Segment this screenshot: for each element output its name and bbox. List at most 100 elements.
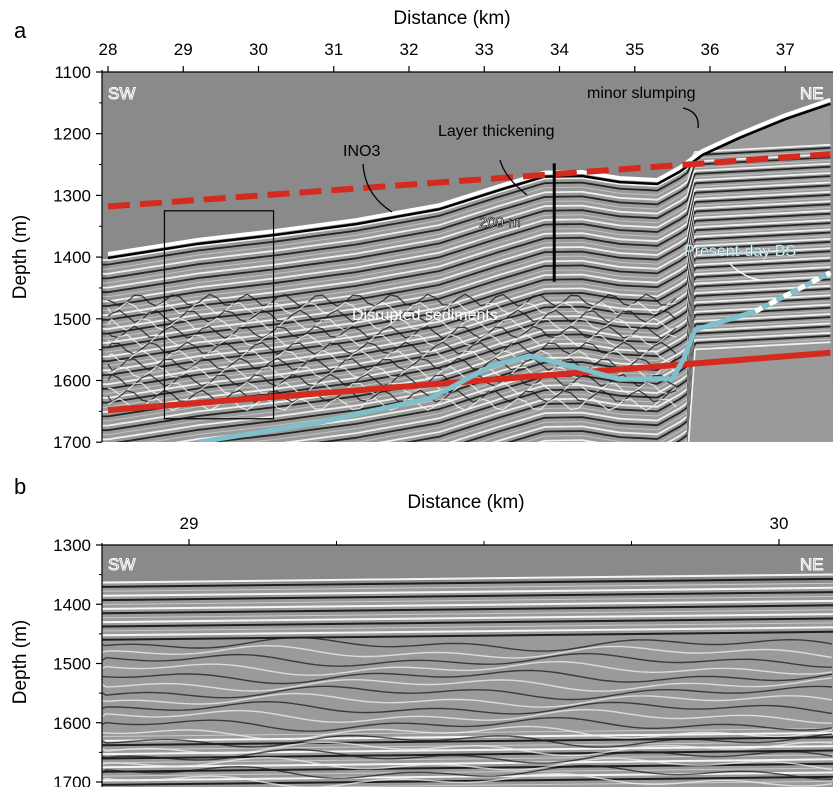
reflector-line xyxy=(102,188,831,325)
reflector-line xyxy=(266,780,833,787)
reflector-line xyxy=(102,609,833,619)
panel-a-x-tick-label: 34 xyxy=(550,40,569,59)
reflector-line xyxy=(102,622,833,632)
reflector-line xyxy=(448,303,831,442)
reflector-line xyxy=(478,310,831,442)
reflector-line xyxy=(102,235,831,394)
chaotic-reflector xyxy=(107,389,677,404)
chaotic-reflector xyxy=(102,652,833,668)
panel-a-y-tick-label: 1500 xyxy=(53,310,91,329)
chaotic-reflector xyxy=(107,293,677,308)
reflector-line xyxy=(102,626,833,637)
panel-b-y-tick-label: 1300 xyxy=(53,536,91,555)
panel-a-y-tick-label: 1300 xyxy=(53,186,91,205)
panel-a-y-title: Depth (m) xyxy=(10,215,31,299)
panel-a-y-tick-label: 1200 xyxy=(53,125,91,144)
panel-a-disrupted-zone xyxy=(107,293,677,412)
panel-a-layer-thickening-label: Layer thickening xyxy=(438,123,555,140)
panel-a-x-tick-label: 29 xyxy=(174,40,193,59)
chaotic-reflector xyxy=(102,772,833,787)
reflector-line xyxy=(102,181,831,317)
bsr-line xyxy=(197,309,756,442)
chaotic-reflector xyxy=(107,317,677,332)
reflector-line xyxy=(537,322,831,442)
panel-a-x-tick-label: 36 xyxy=(701,40,720,59)
reflector-line xyxy=(102,178,831,312)
reflector-line xyxy=(102,604,833,615)
chaotic-reflector xyxy=(102,764,833,780)
reflector-line xyxy=(102,736,833,747)
reflector-line xyxy=(102,162,831,289)
panel-b-y-title: Depth (m) xyxy=(10,620,31,704)
reflector-line xyxy=(686,331,831,442)
panel-b-ne-label: NE xyxy=(800,555,824,574)
reflector-line xyxy=(102,613,833,624)
panel-a-x-tick-label: 31 xyxy=(324,40,343,59)
chaotic-reflector xyxy=(102,685,833,701)
reflector-line xyxy=(102,200,831,344)
panel-a-seafloor-reflector xyxy=(107,97,832,256)
panel-b-y-tick-labels: 1300 1400 1500 1600 1700 xyxy=(53,536,102,787)
reflector-line xyxy=(102,573,833,584)
reflector-line xyxy=(102,731,833,742)
reflector-line xyxy=(102,259,831,432)
panel-a-y-tick-label: 1600 xyxy=(53,372,91,391)
reflector-line xyxy=(102,582,833,592)
chaotic-reflector xyxy=(102,733,833,748)
reflector-line xyxy=(102,775,833,786)
reflector-line xyxy=(102,630,833,641)
reflector-line xyxy=(102,591,833,602)
panel-a-x-tick-labels: 28 29 30 31 32 33 34 35 36 37 xyxy=(99,40,795,72)
reflector-line xyxy=(102,219,831,372)
chaotic-reflector xyxy=(102,716,833,732)
reflector-line xyxy=(102,194,831,335)
panel-b-x-tick-label: 30 xyxy=(770,514,789,533)
chaotic-reflector xyxy=(102,669,833,685)
panel-b-y-tick-label: 1700 xyxy=(53,773,91,787)
reflector-line xyxy=(354,291,831,442)
reflector-line xyxy=(102,599,833,610)
reflector-line xyxy=(102,749,833,760)
panel-a-x-title: Distance (km) xyxy=(393,8,510,29)
panel-b-letter: b xyxy=(14,474,26,499)
reflector-line xyxy=(404,297,831,442)
reflector-line xyxy=(102,222,831,376)
panel-b-x-title: Distance (km) xyxy=(407,492,524,513)
panel-a-sw-label: SW xyxy=(108,84,135,103)
reflector-line xyxy=(102,156,831,280)
panel-a-thickness-label: 200 m xyxy=(479,214,521,231)
chaotic-reflector xyxy=(107,333,677,348)
chaotic-reflector xyxy=(102,644,833,659)
bsr-line-dash-overlay xyxy=(754,270,832,314)
reflector-line xyxy=(102,771,833,782)
reflector-line xyxy=(102,169,831,298)
chaotic-reflector xyxy=(107,381,677,396)
chaotic-reflector xyxy=(107,325,677,340)
reflector-line xyxy=(102,153,831,275)
chaotic-reflector xyxy=(107,309,677,324)
panel-a-zoom-box xyxy=(163,210,275,420)
reflector-line xyxy=(102,147,831,266)
panel-a-y-tick-label: 1400 xyxy=(53,248,91,267)
reflector-line xyxy=(686,335,831,442)
chaotic-reflector xyxy=(102,748,833,764)
reflector-line xyxy=(102,165,831,294)
panel-b-x-tick-labels: 29 30 xyxy=(180,514,789,545)
panel-b-reflector-layers xyxy=(102,573,833,787)
reflector-line xyxy=(102,237,831,399)
reflector-line xyxy=(102,586,833,597)
reflector-line xyxy=(102,160,831,284)
reflector-line xyxy=(102,256,831,427)
panel-a-y-tick-label: 1700 xyxy=(53,433,91,452)
chaotic-reflector xyxy=(102,725,833,741)
chaotic-reflector xyxy=(102,692,833,708)
reflector-line xyxy=(102,209,831,358)
panel-a-ne-label: NE xyxy=(800,84,824,103)
reflector-line xyxy=(102,745,833,756)
panel-a-bsr-label: Present-day BS xyxy=(684,243,796,260)
panel-a-x-tick-label: 33 xyxy=(475,40,494,59)
reflector-line xyxy=(204,278,831,442)
panel-a: a Distance (km) Depth (m) 28 29 30 31 32 33 34… xyxy=(10,8,833,452)
panel-a-x-tick-label: 30 xyxy=(249,40,268,59)
